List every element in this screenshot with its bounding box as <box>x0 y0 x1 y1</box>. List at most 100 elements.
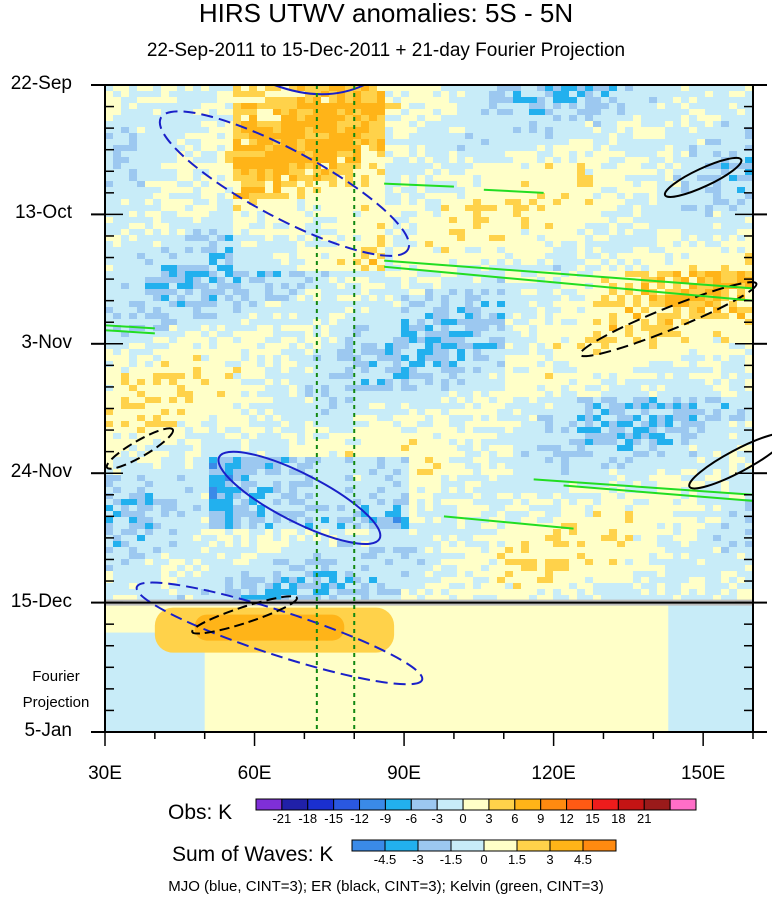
obs-anomaly-cell <box>609 187 618 194</box>
obs-anomaly-cell <box>657 217 666 224</box>
obs-anomaly-cell <box>161 187 170 194</box>
obs-anomaly-cell <box>473 253 482 260</box>
obs-anomaly-cell <box>553 385 562 392</box>
obs-anomaly-cell <box>209 169 218 176</box>
obs-anomaly-cell <box>209 193 218 200</box>
obs-anomaly-cell <box>209 421 218 428</box>
obs-anomaly-cell <box>641 115 650 122</box>
obs-anomaly-cell <box>337 403 346 410</box>
obs-anomaly-cell <box>449 247 458 254</box>
obs-anomaly-cell <box>505 205 514 212</box>
obs-anomaly-cell <box>561 235 570 242</box>
obs-anomaly-cell <box>433 361 442 368</box>
obs-anomaly-cell <box>641 205 650 212</box>
obs-anomaly-cell <box>145 379 154 386</box>
obs-anomaly-cell <box>297 211 306 218</box>
obs-anomaly-cell <box>249 175 258 182</box>
obs-anomaly-cell <box>297 451 306 458</box>
obs-anomaly-cell <box>521 103 530 110</box>
obs-anomaly-cell <box>233 403 242 410</box>
obs-anomaly-cell <box>745 175 754 182</box>
obs-anomaly-cell <box>305 175 314 182</box>
obs-anomaly-cell <box>657 307 666 314</box>
obs-anomaly-cell <box>137 187 146 194</box>
obs-anomaly-cell <box>713 157 722 164</box>
obs-anomaly-cell <box>361 271 370 278</box>
obs-anomaly-cell <box>697 133 706 140</box>
obs-anomaly-cell <box>273 109 282 116</box>
obs-anomaly-cell <box>729 235 738 242</box>
obs-anomaly-cell <box>305 211 314 218</box>
obs-anomaly-cell <box>625 115 634 122</box>
obs-anomaly-cell <box>113 277 122 284</box>
obs-anomaly-cell <box>561 337 570 344</box>
obs-anomaly-cell <box>217 187 226 194</box>
obs-anomaly-cell <box>313 193 322 200</box>
obs-anomaly-cell <box>505 301 514 308</box>
obs-anomaly-cell <box>689 253 698 260</box>
obs-anomaly-cell <box>409 85 418 92</box>
obs-anomaly-cell <box>217 289 226 296</box>
obs-anomaly-cell <box>673 271 682 278</box>
obs-anomaly-cell <box>593 265 602 272</box>
obs-anomaly-cell <box>121 409 130 416</box>
obs-anomaly-cell <box>729 229 738 236</box>
obs-anomaly-cell <box>657 223 666 230</box>
obs-anomaly-cell <box>745 151 754 158</box>
obs-anomaly-cell <box>481 217 490 224</box>
obs-anomaly-cell <box>273 451 282 458</box>
obs-anomaly-cell <box>105 259 114 266</box>
obs-anomaly-cell <box>673 169 682 176</box>
obs-anomaly-cell <box>337 415 346 422</box>
obs-anomaly-cell <box>265 427 274 434</box>
obs-anomaly-cell <box>617 247 626 254</box>
obs-anomaly-cell <box>433 385 442 392</box>
obs-anomaly-cell <box>249 103 258 110</box>
obs-anomaly-cell <box>137 373 146 380</box>
obs-anomaly-cell <box>329 211 338 218</box>
obs-anomaly-cell <box>193 121 202 128</box>
obs-anomaly-cell <box>561 367 570 374</box>
obs-anomaly-cell <box>169 331 178 338</box>
obs-anomaly-cell <box>489 121 498 128</box>
obs-anomaly-cell <box>737 205 746 212</box>
obs-anomaly-cell <box>105 397 114 404</box>
obs-anomaly-cell <box>369 187 378 194</box>
obs-anomaly-cell <box>449 283 458 290</box>
obs-anomaly-cell <box>217 265 226 272</box>
obs-anomaly-cell <box>633 373 642 380</box>
obs-anomaly-cell <box>409 415 418 422</box>
obs-anomaly-cell <box>249 247 258 254</box>
obs-anomaly-cell <box>721 325 730 332</box>
obs-anomaly-cell <box>721 271 730 278</box>
obs-anomaly-cell <box>265 313 274 320</box>
obs-anomaly-cell <box>265 283 274 290</box>
obs-anomaly-cell <box>665 355 674 362</box>
obs-anomaly-cell <box>265 397 274 404</box>
obs-anomaly-cell <box>433 217 442 224</box>
obs-anomaly-cell <box>521 139 530 146</box>
obs-anomaly-cell <box>657 247 666 254</box>
obs-anomaly-cell <box>433 355 442 362</box>
obs-anomaly-cell <box>433 205 442 212</box>
obs-anomaly-cell <box>553 115 562 122</box>
obs-anomaly-cell <box>289 157 298 164</box>
obs-anomaly-cell <box>449 439 458 446</box>
obs-anomaly-cell <box>609 145 618 152</box>
obs-anomaly-cell <box>305 415 314 422</box>
obs-anomaly-cell <box>217 133 226 140</box>
obs-anomaly-cell <box>433 295 442 302</box>
obs-anomaly-cell <box>577 427 586 434</box>
obs-anomaly-cell <box>409 133 418 140</box>
obs-anomaly-cell <box>561 433 570 440</box>
obs-anomaly-cell <box>321 163 330 170</box>
obs-anomaly-cell <box>497 415 506 422</box>
obs-anomaly-cell <box>689 415 698 422</box>
obs-anomaly-cell <box>617 193 626 200</box>
obs-anomaly-cell <box>145 115 154 122</box>
obs-anomaly-cell <box>577 115 586 122</box>
obs-anomaly-cell <box>289 373 298 380</box>
obs-anomaly-cell <box>521 343 530 350</box>
obs-anomaly-cell <box>553 421 562 428</box>
obs-anomaly-cell <box>689 277 698 284</box>
